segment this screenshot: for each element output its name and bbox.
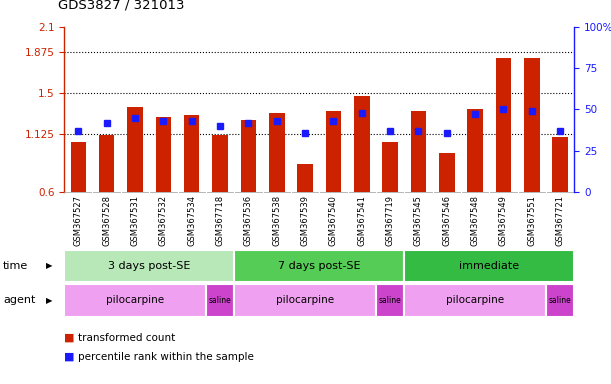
Bar	[326, 111, 341, 192]
Text: GSM367549: GSM367549	[499, 195, 508, 246]
Bar	[99, 135, 114, 192]
Bar	[404, 284, 546, 317]
Bar	[212, 135, 228, 192]
Text: ■: ■	[64, 333, 75, 343]
Bar	[64, 284, 206, 317]
Text: GSM367718: GSM367718	[216, 195, 225, 246]
Bar	[404, 250, 574, 282]
Text: agent: agent	[3, 295, 35, 306]
Bar	[156, 117, 171, 192]
Text: GSM367551: GSM367551	[527, 195, 536, 246]
Bar	[467, 109, 483, 192]
Bar	[70, 142, 86, 192]
Bar	[524, 58, 540, 192]
Text: GSM367534: GSM367534	[187, 195, 196, 246]
Text: 7 days post-SE: 7 days post-SE	[278, 261, 360, 271]
Text: GSM367536: GSM367536	[244, 195, 253, 246]
Text: GSM367532: GSM367532	[159, 195, 168, 246]
Text: ▶: ▶	[46, 262, 52, 270]
Text: GSM367527: GSM367527	[74, 195, 83, 246]
Text: GSM367721: GSM367721	[555, 195, 565, 246]
Bar	[439, 154, 455, 192]
Bar	[64, 250, 234, 282]
Text: GSM367539: GSM367539	[301, 195, 310, 246]
Text: transformed count: transformed count	[78, 333, 175, 343]
Text: GSM367719: GSM367719	[386, 195, 395, 246]
Text: saline: saline	[379, 296, 401, 305]
Text: percentile rank within the sample: percentile rank within the sample	[78, 352, 254, 362]
Text: time: time	[3, 261, 28, 271]
Bar	[184, 115, 200, 192]
Bar	[298, 164, 313, 192]
Text: GSM367528: GSM367528	[102, 195, 111, 246]
Text: ▶: ▶	[46, 296, 52, 305]
Bar	[234, 284, 376, 317]
Bar	[241, 121, 256, 192]
Text: GDS3827 / 321013: GDS3827 / 321013	[58, 0, 185, 12]
Text: 3 days post-SE: 3 days post-SE	[108, 261, 191, 271]
Bar	[496, 58, 511, 192]
Bar	[546, 284, 574, 317]
Text: GSM367540: GSM367540	[329, 195, 338, 246]
Bar	[376, 284, 404, 317]
Bar	[234, 250, 404, 282]
Bar	[382, 142, 398, 192]
Text: pilocarpine: pilocarpine	[276, 295, 334, 306]
Text: saline: saline	[549, 296, 571, 305]
Text: GSM367541: GSM367541	[357, 195, 366, 246]
Text: GSM367531: GSM367531	[131, 195, 139, 246]
Bar	[354, 96, 370, 192]
Text: saline: saline	[209, 296, 232, 305]
Text: GSM367546: GSM367546	[442, 195, 452, 246]
Text: ■: ■	[64, 352, 75, 362]
Bar	[411, 111, 426, 192]
Text: GSM367538: GSM367538	[273, 195, 281, 246]
Text: GSM367548: GSM367548	[470, 195, 480, 246]
Text: pilocarpine: pilocarpine	[446, 295, 504, 306]
Bar	[206, 284, 234, 317]
Text: GSM367545: GSM367545	[414, 195, 423, 246]
Text: immediate: immediate	[459, 261, 519, 271]
Text: pilocarpine: pilocarpine	[106, 295, 164, 306]
Bar	[552, 137, 568, 192]
Bar	[127, 107, 143, 192]
Bar	[269, 113, 285, 192]
